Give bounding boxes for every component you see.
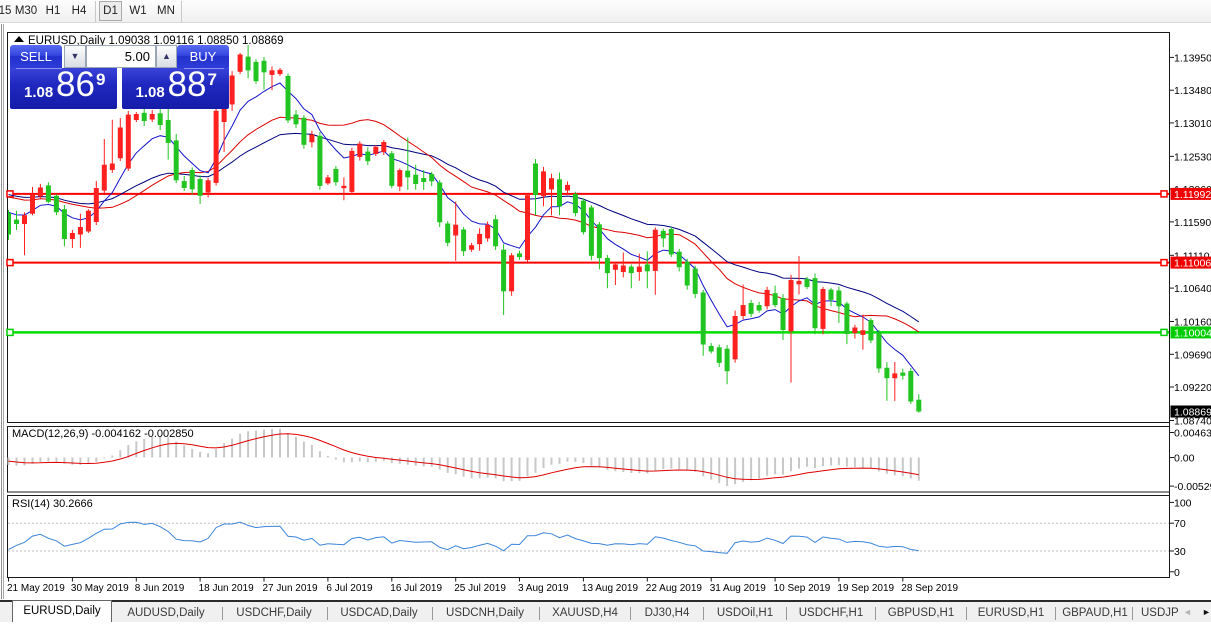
svg-text:10 Sep 2019: 10 Sep 2019	[774, 583, 831, 594]
svg-text:31 Aug 2019: 31 Aug 2019	[710, 583, 767, 594]
svg-text:22 Aug 2019: 22 Aug 2019	[646, 583, 703, 594]
svg-text:30: 30	[1174, 546, 1186, 558]
svg-text:70: 70	[1174, 518, 1186, 530]
svg-text:25 Jul 2019: 25 Jul 2019	[454, 583, 506, 594]
svg-text:1.10004: 1.10004	[1174, 327, 1211, 339]
svg-text:100: 100	[1174, 497, 1192, 509]
svg-text:RSI(14) 30.2666: RSI(14) 30.2666	[12, 498, 93, 510]
svg-text:1.10640: 1.10640	[1174, 283, 1211, 295]
svg-text:8 Jun 2019: 8 Jun 2019	[135, 583, 185, 594]
svg-text:3 Aug 2019: 3 Aug 2019	[518, 583, 569, 594]
svg-text:21 May 2019: 21 May 2019	[7, 583, 65, 594]
svg-text:1.11006: 1.11006	[1174, 258, 1211, 270]
svg-text:1.13480: 1.13480	[1174, 85, 1211, 97]
svg-text:0: 0	[1174, 567, 1180, 579]
svg-text:1.13010: 1.13010	[1174, 118, 1211, 130]
svg-text:1.13950: 1.13950	[1174, 52, 1211, 64]
svg-text:1.12530: 1.12530	[1174, 151, 1211, 163]
svg-text:30 May 2019: 30 May 2019	[71, 583, 129, 594]
svg-text:13 Aug 2019: 13 Aug 2019	[582, 583, 639, 594]
svg-text:1.08869: 1.08869	[1174, 407, 1211, 419]
svg-text:16 Jul 2019: 16 Jul 2019	[390, 583, 442, 594]
svg-text:1.09690: 1.09690	[1174, 349, 1211, 361]
svg-text:-0.005299: -0.005299	[1174, 481, 1211, 493]
svg-text:6 Jul 2019: 6 Jul 2019	[326, 583, 373, 594]
svg-text:28 Sep 2019: 28 Sep 2019	[901, 583, 958, 594]
svg-text:1.09220: 1.09220	[1174, 382, 1211, 394]
svg-text:0.00463: 0.00463	[1174, 428, 1211, 440]
svg-text:0.00: 0.00	[1174, 453, 1195, 465]
svg-text:MACD(12,26,9) -0.004162 -0.002: MACD(12,26,9) -0.004162 -0.002850	[12, 428, 194, 440]
svg-text:18 Jun 2019: 18 Jun 2019	[199, 583, 254, 594]
svg-text:1.11590: 1.11590	[1174, 217, 1211, 229]
svg-text:19 Sep 2019: 19 Sep 2019	[837, 583, 894, 594]
svg-text:27 Jun 2019: 27 Jun 2019	[263, 583, 318, 594]
svg-text:1.11992: 1.11992	[1174, 189, 1211, 201]
